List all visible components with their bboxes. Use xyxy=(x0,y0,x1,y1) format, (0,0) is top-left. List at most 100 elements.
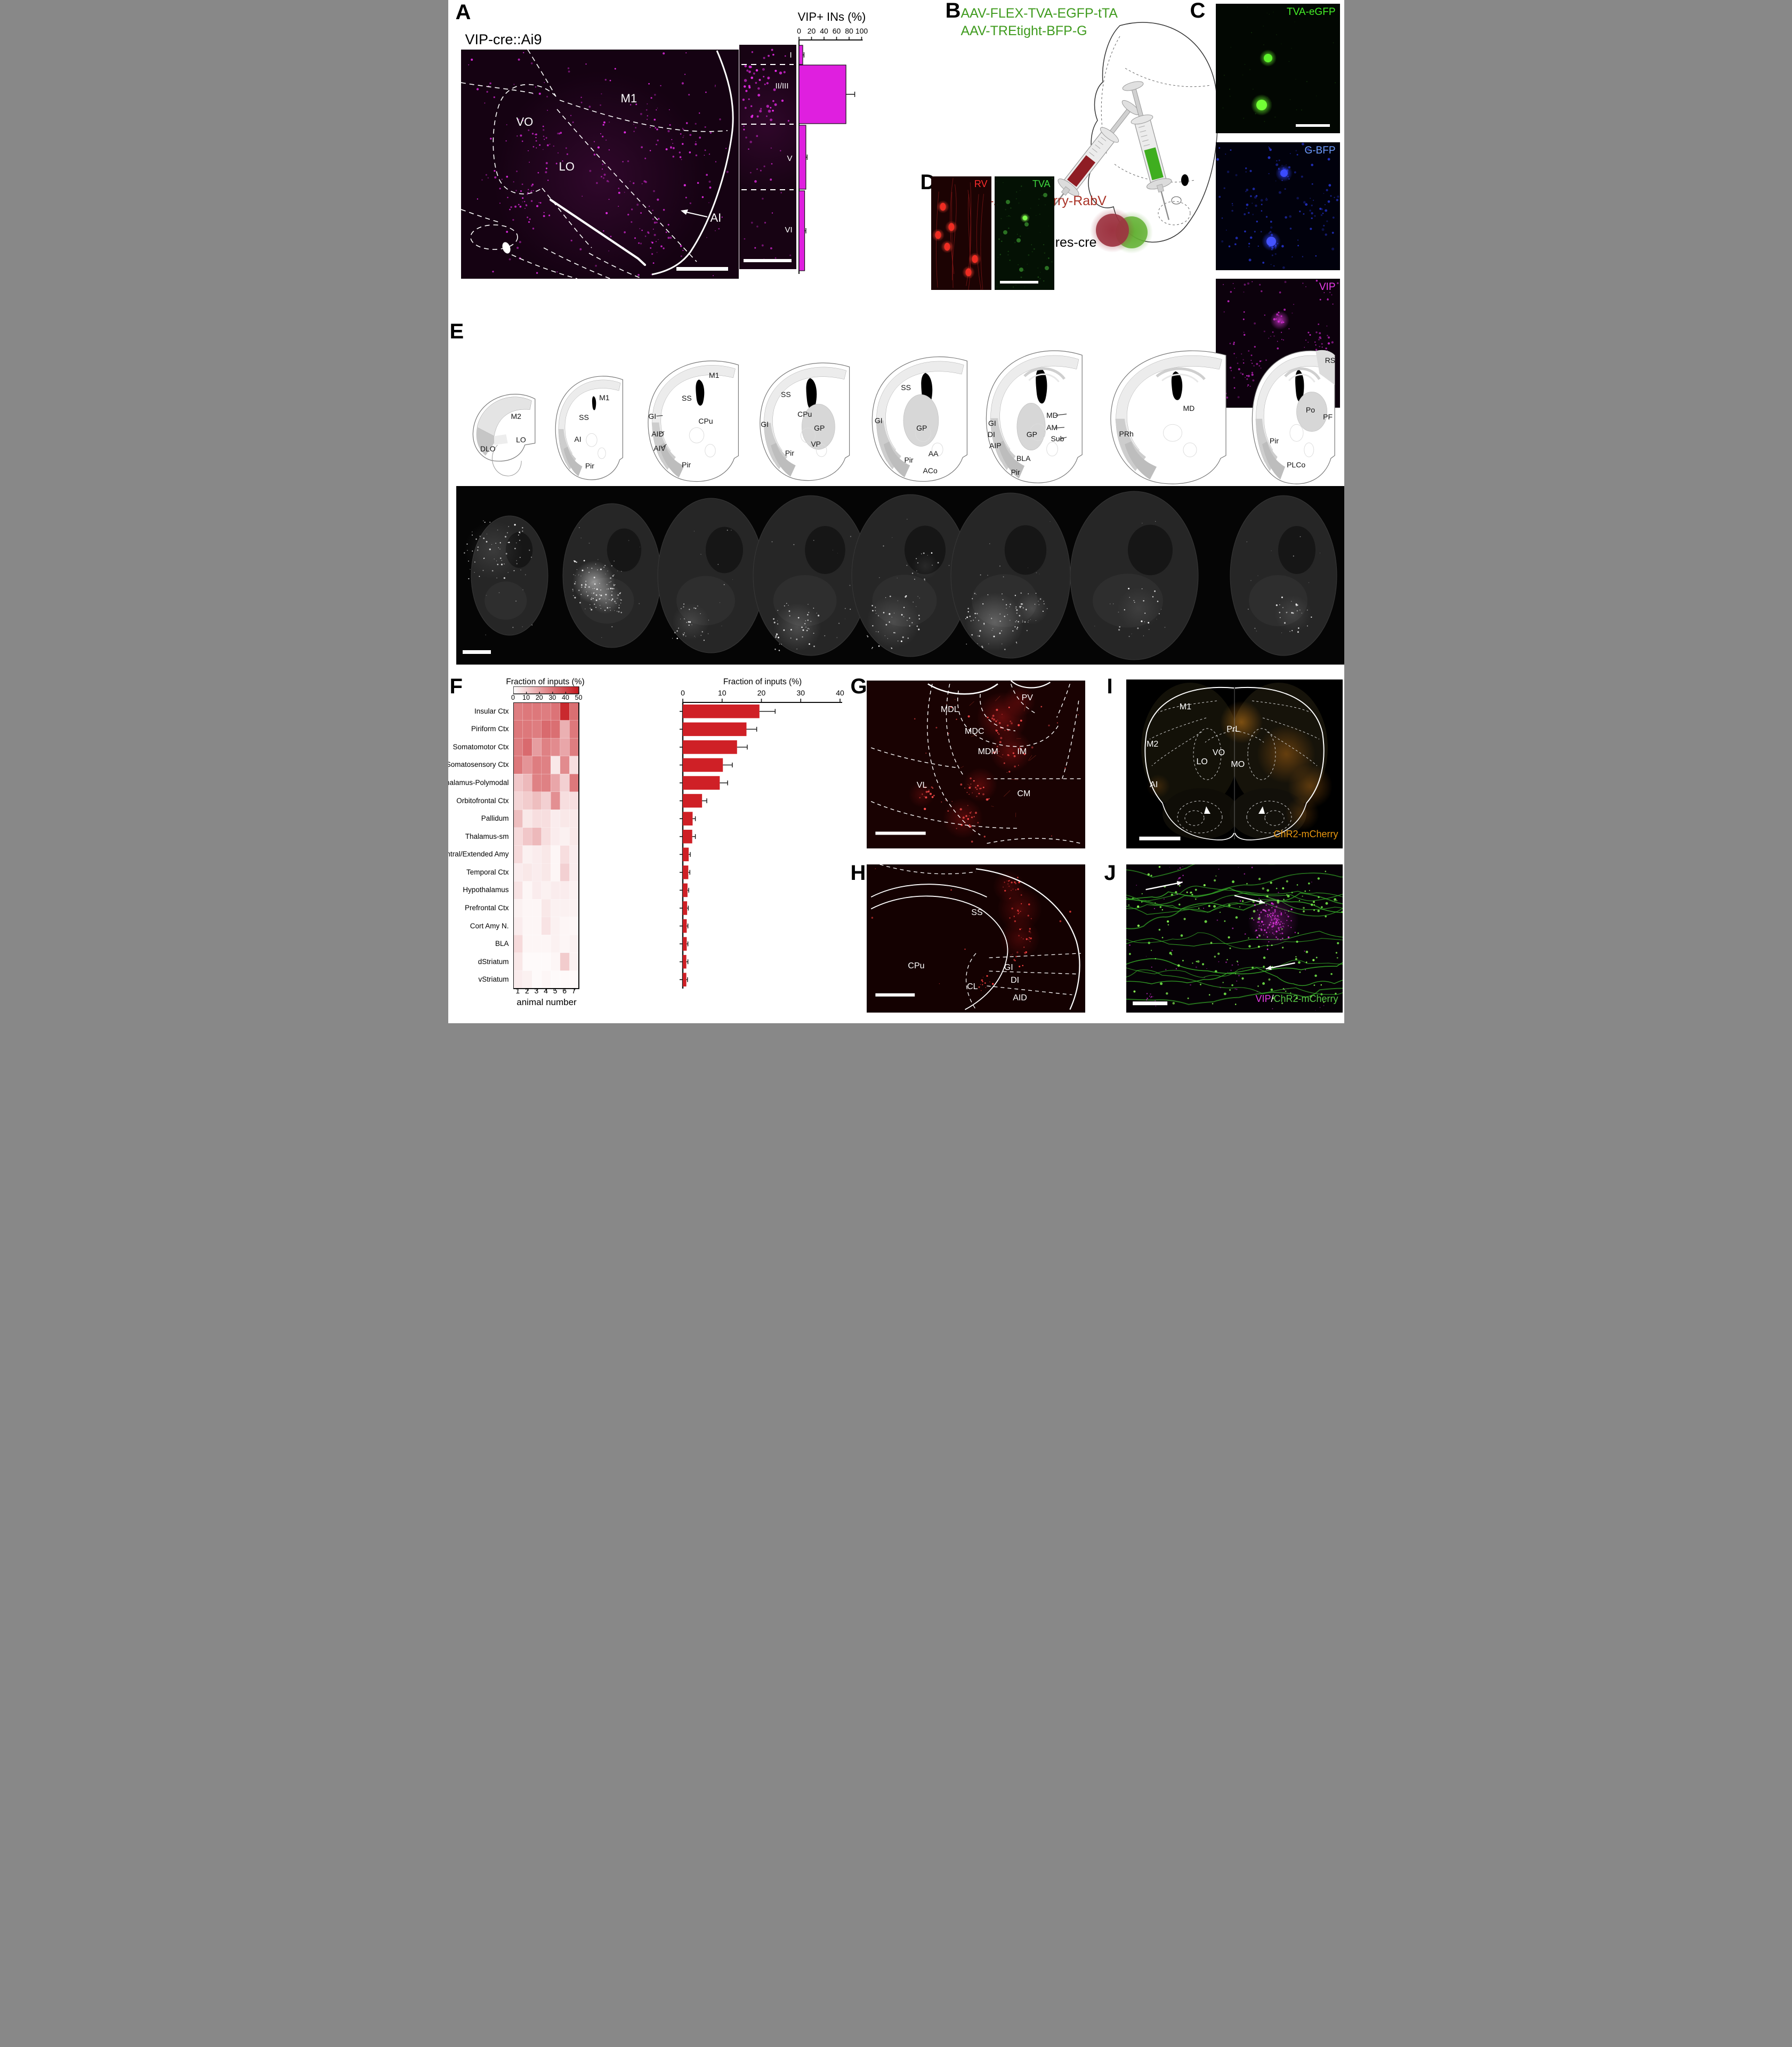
figure-canvas: A B C D E F G H I J VIP-cre::Ai9 VO M1 LO A… xyxy=(448,0,1344,1023)
green-fiber xyxy=(1126,872,1343,905)
atlas-label-Po: Po xyxy=(1305,405,1315,414)
heatmap-row-6: Pallidum xyxy=(481,814,509,823)
rv-cell xyxy=(935,231,941,239)
heat-cell xyxy=(531,863,542,881)
panelI-svg xyxy=(1126,679,1343,848)
scale-bar xyxy=(875,993,915,997)
heat-cell xyxy=(550,899,560,917)
atlas-label-AIV: AIV xyxy=(653,443,666,452)
atlas-label-CPu: CPu xyxy=(797,410,812,419)
panelA-main-svg xyxy=(461,50,739,279)
atlas-label-ACo: ACo xyxy=(923,466,938,475)
heat-cell xyxy=(513,702,523,721)
heatmap-row-11: Prefrontal Ctx xyxy=(464,903,509,912)
region-boundary xyxy=(461,209,499,223)
heat-cell xyxy=(531,756,542,774)
heat-cell xyxy=(550,863,560,881)
bar-1 xyxy=(682,722,746,737)
heat-cell xyxy=(560,774,570,792)
heat-cell xyxy=(522,738,532,756)
scale-bar xyxy=(875,831,926,835)
heat-cell xyxy=(550,881,560,900)
panelH-cortex-image: SS CPu GI DI CL AID xyxy=(866,864,1085,1013)
heat-cell xyxy=(531,810,542,828)
atlas-label-MD: MD xyxy=(1183,404,1195,413)
heat-cell xyxy=(560,810,570,828)
heat-cell xyxy=(569,720,579,739)
green-fiber xyxy=(1126,967,1343,986)
region-label-SS: SS xyxy=(971,908,983,918)
heat-cell xyxy=(522,827,532,846)
heat-cell xyxy=(513,881,523,900)
heatmap-row-3: Somatosensory Ctx xyxy=(448,760,509,769)
atlas-label-AA: AA xyxy=(928,449,939,458)
heat-cell xyxy=(541,774,551,792)
gp-blob xyxy=(903,394,939,447)
panelA-fluorescence-image: VO M1 LO AI xyxy=(461,50,739,279)
arrowhead xyxy=(1258,899,1265,904)
atlas-label-AI: AI xyxy=(574,435,582,444)
heat-cell xyxy=(560,845,570,864)
atlas-label-GP: GP xyxy=(916,424,927,433)
heat-cell xyxy=(541,952,551,971)
panelA-column-svg xyxy=(739,45,796,269)
region-label-AI: AI xyxy=(710,211,722,224)
heatmap-row-13: BLA xyxy=(495,940,509,948)
gfp-cell xyxy=(1256,100,1267,110)
atlas-label-M1: M1 xyxy=(709,370,720,379)
atlas-section-4: SS CPu GI GP VP Pir xyxy=(756,358,860,483)
tick-label: 100 xyxy=(855,27,868,35)
region-label-M2: M2 xyxy=(1147,740,1159,749)
panelB-injection-schematic xyxy=(944,4,1232,255)
heat-cell xyxy=(513,756,523,774)
atlas-label-VP: VP xyxy=(811,440,821,449)
heat-cell xyxy=(569,756,579,774)
needle xyxy=(1160,191,1169,220)
region-label-MDL: MDL xyxy=(940,705,959,715)
heat-cell xyxy=(531,917,542,935)
strip-section xyxy=(657,498,764,653)
heatmap-row-4: Thalamus-Polymodal xyxy=(448,779,509,787)
bright-landmark xyxy=(502,242,511,254)
atlas-section-7: PRh MD xyxy=(1106,345,1239,487)
panel-letter-G: G xyxy=(850,675,867,698)
scale-bar xyxy=(1132,1001,1167,1006)
atlas-label-RS: RS xyxy=(1325,356,1336,365)
green-fiber xyxy=(1126,932,1343,949)
heatmap-col-4: 4 xyxy=(544,986,548,995)
hemisphere-outline xyxy=(1144,686,1234,804)
atlas-label-Pir: Pir xyxy=(1011,468,1020,477)
heat-cell xyxy=(513,970,523,989)
region-label-MDC: MDC xyxy=(965,727,984,737)
bar-7 xyxy=(682,829,692,844)
bar-I xyxy=(798,45,803,65)
liquid xyxy=(1144,147,1164,181)
atlas-label-DI: DI xyxy=(987,430,995,439)
rv-cell xyxy=(940,203,946,211)
ventricle-mark xyxy=(1204,806,1210,814)
bar-3 xyxy=(682,758,723,772)
heat-cell xyxy=(522,899,532,917)
tva-cell-bright xyxy=(1022,215,1027,221)
region-label-PV: PV xyxy=(1021,693,1033,703)
heatmap-colorbar xyxy=(513,686,579,694)
axon xyxy=(967,194,971,290)
scale-bar xyxy=(743,259,792,262)
image-tag-VIP: VIP xyxy=(1319,281,1336,293)
heat-cell xyxy=(550,935,560,953)
layer-label-V: V xyxy=(787,154,793,163)
heat-cell xyxy=(569,970,579,989)
panelA-chart-svg: 0 20 40 60 80 100 xyxy=(797,27,868,274)
atlas-label-SS: SS xyxy=(901,383,911,392)
atlas-label-GI: GI xyxy=(988,419,996,428)
green-fiber xyxy=(1126,988,1343,1005)
section-outline xyxy=(647,360,739,482)
heat-cell xyxy=(522,791,532,810)
atlas-section-8: RS Po PF Pir PLCo xyxy=(1249,345,1344,487)
heat-cell xyxy=(531,702,542,721)
heat-cell xyxy=(560,899,570,917)
atlas-label-GI: GI xyxy=(761,420,769,428)
panelC-image-TVA-eGFP: TVA-eGFP xyxy=(1215,4,1340,133)
heat-cell xyxy=(569,899,579,917)
heat-cell xyxy=(541,845,551,864)
